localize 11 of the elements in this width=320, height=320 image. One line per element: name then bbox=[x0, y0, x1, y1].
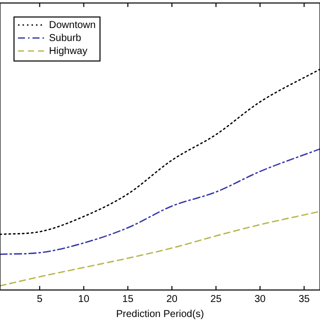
x-tick-label: 35 bbox=[298, 294, 310, 305]
legend-label: Downtown bbox=[49, 20, 96, 31]
x-tick-label: 30 bbox=[254, 294, 266, 305]
x-tick-label: 20 bbox=[166, 294, 178, 305]
legend-label: Highway bbox=[49, 46, 88, 57]
x-tick-label: 10 bbox=[78, 294, 90, 305]
x-tick-label: 15 bbox=[122, 294, 134, 305]
x-axis-title: Prediction Period(s) bbox=[116, 308, 204, 320]
x-tick-label: 25 bbox=[210, 294, 222, 305]
x-tick-label: 5 bbox=[36, 294, 43, 305]
legend-label: Suburb bbox=[49, 32, 82, 44]
